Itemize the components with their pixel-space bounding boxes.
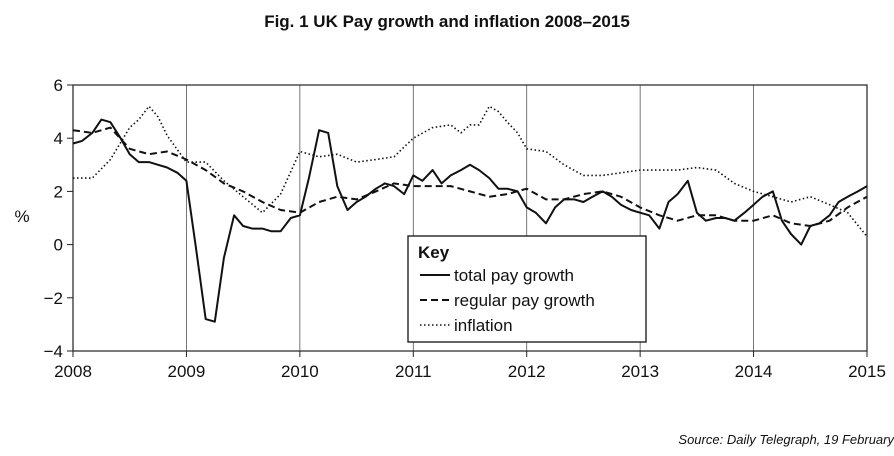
series-line-inflation: [73, 105, 868, 238]
y-tick-label: 2: [54, 182, 63, 201]
legend-entry-label: total pay growth: [454, 266, 574, 285]
legend-box: [407, 235, 647, 343]
y-tick-label: 6: [54, 76, 63, 95]
series-line-regular-pay-growth: [72, 126, 868, 227]
y-tick-label: 4: [54, 129, 63, 148]
x-axis: 2008 2009 2010 2011 2012 2013 2014 2015: [54, 351, 886, 381]
y-axis: −4 −2 0 2 4 6: [44, 76, 73, 361]
x-tick-label: 2008: [54, 362, 92, 381]
y-tick-label: 0: [54, 236, 63, 255]
legend-entry-label: inflation: [454, 316, 513, 335]
series-group: [72, 105, 868, 323]
source-note: Source: Daily Telegraph, 19 February: [678, 432, 894, 447]
x-tick-label: 2013: [621, 362, 659, 381]
y-tick-label: −4: [44, 342, 63, 361]
x-tick-label: 2012: [508, 362, 546, 381]
plot-frame: [72, 84, 868, 352]
y-axis-label: %: [14, 207, 29, 226]
x-tick-label: 2011: [395, 362, 432, 381]
x-tick-label: 2010: [281, 362, 319, 381]
legend-title: Key: [418, 243, 450, 262]
legend-entry-label: regular pay growth: [454, 291, 595, 310]
x-tick-label: 2009: [168, 362, 206, 381]
chart-title: Fig. 1 UK Pay growth and inflation 2008–…: [264, 12, 630, 31]
y-tick-label: −2: [44, 289, 63, 308]
x-tick-label: 2014: [735, 362, 773, 381]
x-tick-label: 2015: [848, 362, 886, 381]
